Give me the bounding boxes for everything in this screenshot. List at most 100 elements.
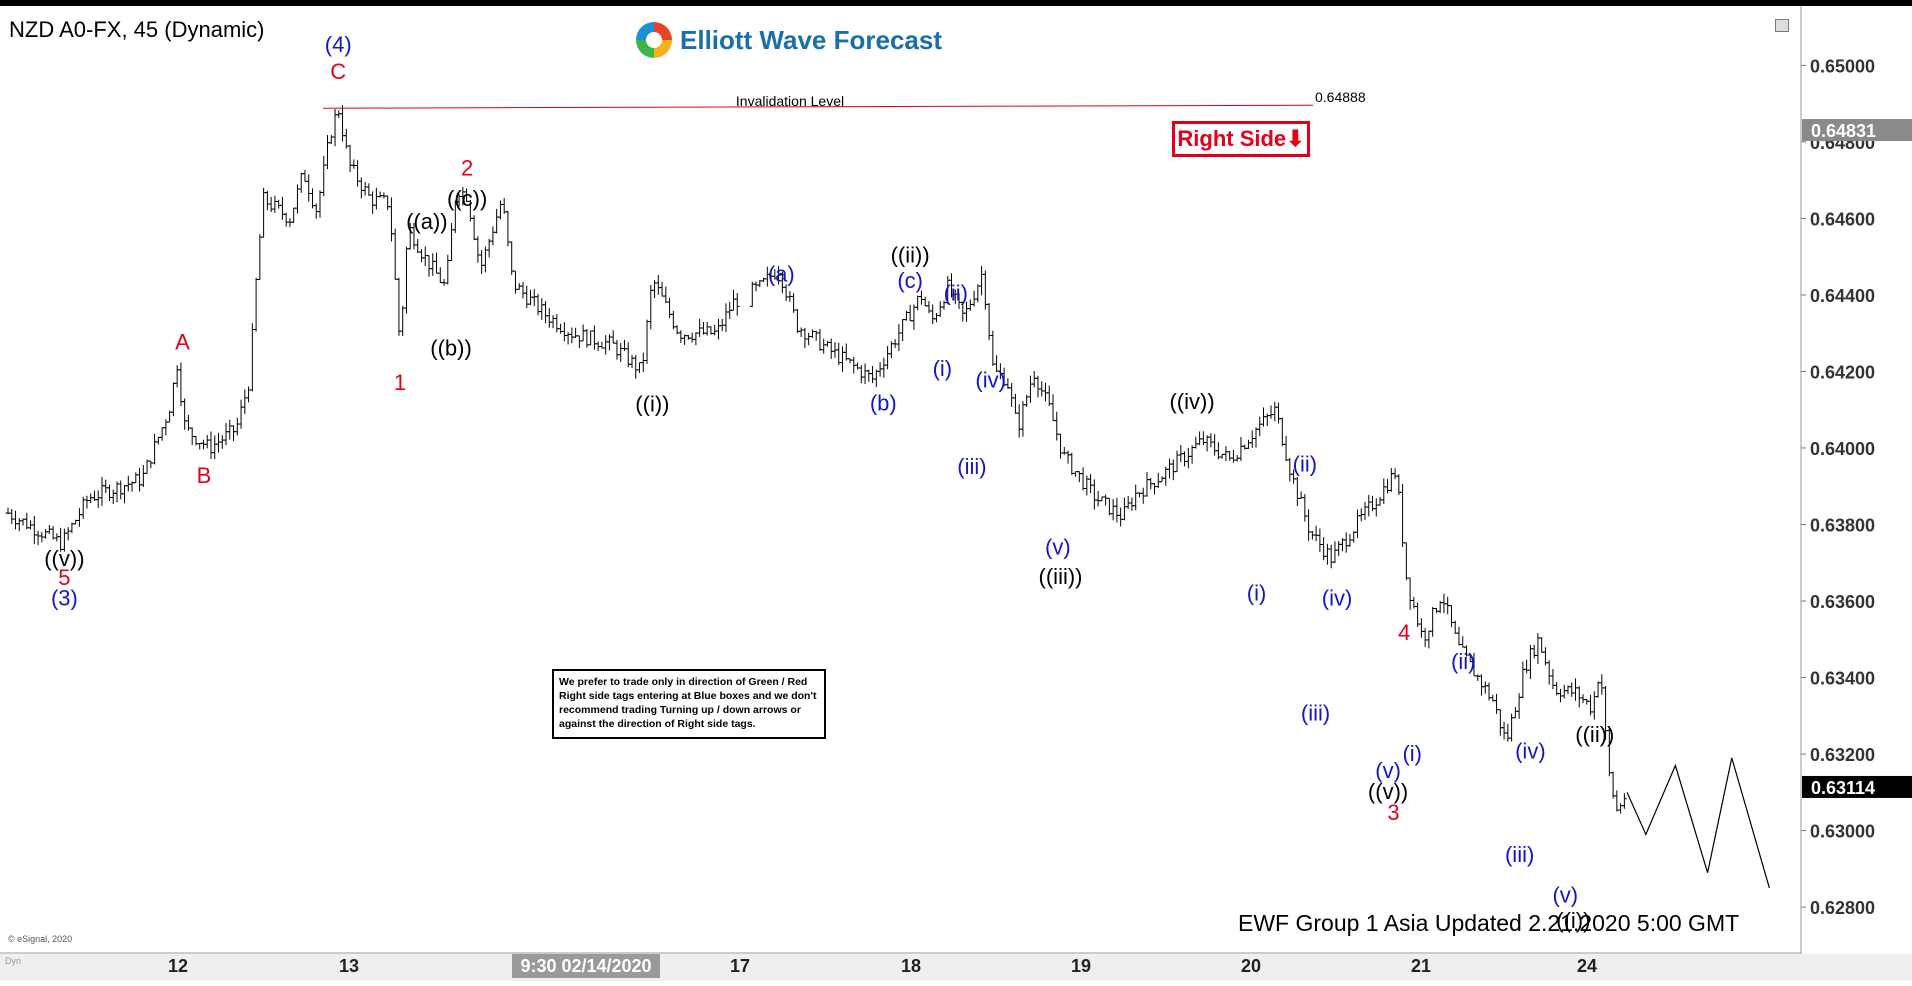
price-bar <box>1204 435 1210 452</box>
price-bar <box>509 241 515 275</box>
price-bar <box>182 398 188 430</box>
price-bar <box>1313 525 1319 542</box>
price-bar <box>35 530 41 546</box>
dyn-label: Dyn <box>5 956 22 966</box>
wave-label: (c) <box>897 268 923 293</box>
price-bar <box>1197 431 1203 446</box>
restore-window-icon[interactable] <box>1775 19 1789 32</box>
price-bar <box>1182 451 1188 467</box>
price-bar <box>381 192 387 199</box>
invalidation-level: Invalidation Level 0.64888 <box>322 89 1366 109</box>
last-price-box <box>1802 775 1912 798</box>
price-bar <box>208 431 214 459</box>
brand-logo: Elliott Wave Forecast <box>636 22 942 58</box>
price-bar <box>809 329 815 338</box>
price-bar <box>388 197 394 242</box>
y-axis: 0.650000.648000.646000.644000.642000.640… <box>1801 56 1912 918</box>
price-bar <box>798 327 804 337</box>
price-bar <box>1539 637 1545 653</box>
price-bar <box>1351 531 1357 543</box>
y-tick-label: 0.63000 <box>1810 822 1875 842</box>
price-bar <box>238 399 244 429</box>
price-bar <box>362 181 368 196</box>
x-axis: 12 13 17 18 19 20 21 24 9:30 02/14/2020 <box>168 954 1597 978</box>
price-bar <box>550 315 556 329</box>
price-bar <box>753 281 759 292</box>
x-tick-label: 19 <box>1071 956 1091 976</box>
price-bar <box>1174 450 1180 473</box>
price-bar <box>140 465 146 488</box>
price-bar <box>1448 605 1454 628</box>
price-bar <box>54 533 60 542</box>
wave-label: ((v)) <box>1368 779 1408 804</box>
price-bar <box>114 481 120 503</box>
wave-label: ((a)) <box>406 209 448 234</box>
price-bar <box>1212 434 1218 456</box>
wave-label: (iii) <box>957 454 986 479</box>
price-bar <box>231 425 237 441</box>
price-bar <box>839 346 845 372</box>
price-bar <box>1433 607 1439 614</box>
price-bar <box>1276 402 1282 424</box>
wave-label: (iv) <box>1515 739 1546 764</box>
last-price-label: 0.63114 <box>1811 778 1875 798</box>
price-bar <box>268 196 274 213</box>
price-bar <box>31 515 37 545</box>
price-bar <box>1054 411 1060 441</box>
price-bar <box>347 144 353 173</box>
price-bar <box>377 191 383 198</box>
price-bar <box>685 334 691 340</box>
price-bar <box>896 324 902 352</box>
price-bar <box>306 174 312 202</box>
price-bar <box>1317 528 1323 553</box>
price-bar <box>1573 678 1579 701</box>
price-bar <box>249 323 255 392</box>
price-bar <box>1200 431 1206 446</box>
price-bar <box>659 281 665 297</box>
price-bar <box>1430 606 1436 637</box>
price-bar <box>88 493 94 504</box>
price-bar <box>1121 497 1127 521</box>
price-bar <box>1151 483 1157 495</box>
price-bar <box>204 435 210 449</box>
price-bar <box>558 323 564 334</box>
price-bar <box>197 442 203 450</box>
price-bar <box>1016 404 1022 438</box>
price-bar <box>975 284 981 303</box>
price-bar <box>1426 630 1432 649</box>
price-bar <box>531 289 537 307</box>
price-bar <box>982 270 988 310</box>
y-tick-label: 0.63600 <box>1810 592 1875 612</box>
price-bar <box>1110 498 1116 521</box>
x-tick-label: 24 <box>1577 956 1597 976</box>
price-bar <box>505 210 511 247</box>
price-bar <box>892 339 898 348</box>
wave-label: 1 <box>394 370 406 395</box>
price-bar <box>302 170 308 182</box>
price-bar <box>1482 681 1488 694</box>
price-bar <box>543 301 549 324</box>
wave-label: (i) <box>1247 580 1267 605</box>
price-bar <box>813 330 819 341</box>
price-bar <box>137 468 143 492</box>
wave-label: 4 <box>1398 620 1410 645</box>
wave-label: (ii) <box>1293 452 1317 477</box>
price-bar <box>591 325 597 350</box>
price-bar <box>106 484 112 501</box>
wave-label: (v) <box>1552 882 1578 907</box>
price-bar <box>110 489 116 505</box>
price-bar <box>1069 452 1075 475</box>
price-bar <box>1042 382 1048 402</box>
price-bar <box>95 490 101 508</box>
price-bar <box>802 327 808 349</box>
projection-path <box>1626 757 1770 889</box>
wave-label: ((c)) <box>447 186 487 211</box>
price-bar <box>1441 593 1447 614</box>
price-bar <box>678 330 684 343</box>
wave-label: (iv) <box>975 368 1006 393</box>
price-bar <box>682 334 688 345</box>
price-bar <box>922 296 928 307</box>
price-bar <box>1027 375 1033 403</box>
price-bar <box>1610 771 1616 799</box>
